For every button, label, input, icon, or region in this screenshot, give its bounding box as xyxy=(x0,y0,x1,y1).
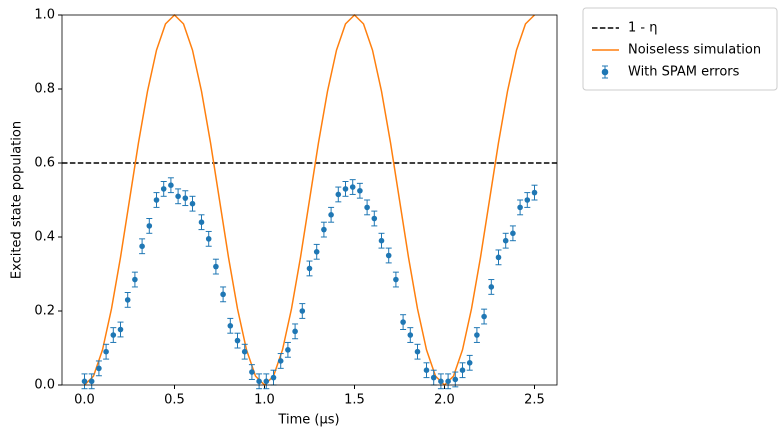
point xyxy=(445,378,451,385)
point xyxy=(313,249,320,255)
point xyxy=(96,365,102,372)
point xyxy=(277,358,284,364)
point xyxy=(220,291,226,298)
point xyxy=(385,252,392,259)
point xyxy=(285,347,291,353)
legend-label: 1 - η xyxy=(628,21,657,36)
point xyxy=(182,195,189,201)
point xyxy=(213,263,219,270)
point xyxy=(364,204,370,211)
y-tick-label: 0.2 xyxy=(34,304,55,319)
point xyxy=(205,236,212,242)
y-tick-label: 1.0 xyxy=(34,8,55,23)
point xyxy=(481,313,487,320)
point xyxy=(459,367,466,374)
point xyxy=(81,378,88,385)
y-tick-label: 0.4 xyxy=(34,230,55,245)
point xyxy=(168,182,174,188)
point xyxy=(117,326,124,333)
y-tick-label: 0.0 xyxy=(34,378,55,393)
point xyxy=(270,374,277,381)
point xyxy=(198,219,205,225)
point xyxy=(256,378,262,385)
point xyxy=(495,254,502,261)
y-axis-label: Excited state population xyxy=(10,121,25,279)
x-tick-label: 1.5 xyxy=(344,393,365,408)
axes-frame xyxy=(61,14,558,386)
point xyxy=(234,337,241,344)
point xyxy=(393,276,399,283)
point xyxy=(103,348,109,355)
y-tick-label: 0.8 xyxy=(34,82,55,97)
point xyxy=(110,332,117,338)
point xyxy=(378,237,385,244)
point xyxy=(407,332,414,338)
point xyxy=(321,226,327,233)
point xyxy=(474,332,480,338)
point xyxy=(241,348,248,355)
point xyxy=(139,243,145,250)
point xyxy=(227,323,234,329)
point xyxy=(263,378,270,385)
y-tick-label: 0.6 xyxy=(34,156,55,171)
point xyxy=(132,276,138,283)
point xyxy=(488,284,495,290)
point xyxy=(292,328,298,335)
legend-label: Noiseless simulation xyxy=(628,43,761,58)
x-axis-label: Time (μs) xyxy=(277,413,339,428)
point xyxy=(510,230,516,237)
point xyxy=(400,319,406,325)
point xyxy=(438,378,444,385)
point xyxy=(175,193,181,200)
x-tick-label: 2.5 xyxy=(524,393,545,408)
point xyxy=(124,297,131,303)
point xyxy=(430,374,437,381)
point xyxy=(189,200,196,207)
point xyxy=(342,186,349,192)
x-tick-label: 0.0 xyxy=(74,393,95,408)
x-tick-label: 2.0 xyxy=(434,393,455,408)
line xyxy=(83,13,536,387)
point xyxy=(371,215,378,222)
point xyxy=(249,369,255,375)
point xyxy=(146,223,153,229)
legend-box xyxy=(582,7,778,91)
x-tick-label: 1.0 xyxy=(254,393,275,408)
point xyxy=(160,186,167,192)
point xyxy=(88,378,95,385)
point xyxy=(524,197,531,203)
point xyxy=(306,265,313,272)
point xyxy=(328,212,334,218)
point xyxy=(517,204,523,211)
point xyxy=(357,187,363,194)
point xyxy=(466,360,473,366)
legend-label: With SPAM errors xyxy=(628,65,740,80)
point xyxy=(153,197,160,203)
point xyxy=(531,189,538,196)
legend-swatch xyxy=(601,65,609,79)
point xyxy=(299,308,306,314)
point xyxy=(349,184,356,190)
x-tick-label: 0.5 xyxy=(164,393,185,408)
point xyxy=(335,191,342,198)
point xyxy=(423,367,430,374)
point xyxy=(414,348,421,355)
point xyxy=(502,237,509,244)
point xyxy=(452,376,459,383)
